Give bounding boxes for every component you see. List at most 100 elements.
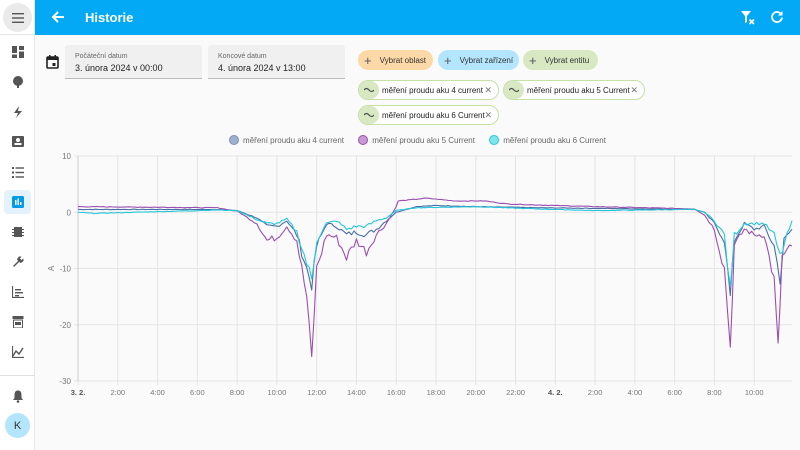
choose-device-label: Vybrat zařízení	[459, 55, 514, 65]
x-tick-label: 4:00	[150, 388, 165, 397]
page-title: Historie	[85, 10, 134, 25]
y-tick-label: -30	[59, 377, 71, 386]
plus-icon: +	[529, 52, 537, 68]
choose-entity-button[interactable]: + Vybrat entitu	[523, 50, 598, 70]
x-tick-label: 8:00	[707, 388, 722, 397]
x-tick-label: 20:00	[466, 388, 485, 397]
y-axis-label: A	[47, 265, 56, 271]
close-icon[interactable]: ✕	[630, 84, 638, 95]
sidebar-item-statistics[interactable]	[4, 340, 31, 364]
choose-area-label: Vybrat oblast	[379, 55, 426, 65]
legend-item[interactable]: měření proudu aku 5 Current	[358, 135, 475, 145]
divider	[0, 34, 35, 35]
current-ac-icon	[359, 81, 379, 99]
store-icon	[12, 316, 23, 328]
app-header: Historie	[35, 0, 800, 35]
legend-label: měření proudu aku 6 Current	[503, 135, 606, 145]
entity-chip-label: měření proudu aku 5 Current	[527, 85, 630, 95]
sidebar-item-developer-tools[interactable]	[4, 250, 31, 274]
x-tick-label: 10:00	[267, 388, 286, 397]
end-date-value: 4. února 2024 v 13:00	[218, 63, 306, 73]
sidebar-item-store[interactable]	[4, 310, 31, 334]
close-icon[interactable]: ✕	[484, 109, 492, 120]
start-date-value: 3. února 2024 v 00:00	[75, 63, 163, 73]
entity-chip[interactable]: měření proudu aku 6 Current ✕	[358, 105, 499, 125]
arrow-left-icon[interactable]	[51, 10, 65, 24]
entity-chip-label: měření proudu aku 6 Current	[382, 110, 485, 120]
bell-icon	[12, 390, 23, 403]
y-tick-label: -20	[59, 321, 71, 330]
current-ac-icon	[504, 81, 524, 99]
chart-legend: měření proudu aku 4 current měření proud…	[0, 135, 800, 147]
entity-chip[interactable]: měření proudu aku 4 current ✕	[358, 80, 499, 100]
sidebar-item-history[interactable]	[4, 190, 31, 214]
refresh-icon[interactable]	[770, 10, 784, 24]
x-tick-label: 4:00	[628, 388, 643, 397]
plus-icon: +	[364, 52, 372, 68]
chart-box-icon	[11, 196, 24, 208]
sidebar-item-integrations[interactable]	[4, 220, 31, 244]
x-tick-label: 2:00	[110, 388, 125, 397]
end-date-label: Koncové datum	[218, 53, 267, 60]
menu-button[interactable]	[3, 3, 32, 32]
sidebar-item-energy[interactable]	[4, 100, 31, 124]
series-line-6	[77, 206, 793, 287]
x-tick-label: 3. 2.	[71, 388, 86, 397]
y-tick-label: 10	[62, 152, 71, 161]
y-tick-label: -10	[59, 265, 71, 274]
lightning-icon	[13, 106, 22, 118]
current-ac-icon	[359, 106, 379, 124]
calendar-icon[interactable]	[46, 55, 59, 69]
close-icon[interactable]: ✕	[484, 84, 492, 95]
x-tick-label: 18:00	[427, 388, 446, 397]
chip-icon	[11, 227, 24, 237]
start-date-label: Počáteční datum	[75, 53, 128, 60]
history-chart[interactable]: 10 0 -10 -20 -303. 2. 2:00 4:00 6:00 8:00 10:00 12…	[40, 150, 800, 410]
x-tick-label: 6:00	[190, 388, 205, 397]
sidebar: K	[0, 0, 35, 450]
legend-label: měření proudu aku 5 Current	[372, 135, 475, 145]
x-tick-label: 14:00	[347, 388, 366, 397]
wrench-icon	[12, 256, 23, 267]
choose-area-button[interactable]: + Vybrat oblast	[358, 50, 433, 70]
legend-item[interactable]: měření proudu aku 4 current	[229, 135, 344, 145]
legend-item[interactable]: měření proudu aku 6 Current	[489, 135, 606, 145]
choose-entity-label: Vybrat entitu	[544, 55, 590, 65]
sidebar-item-media[interactable]	[4, 280, 31, 304]
sidebar-item-dashboard[interactable]	[4, 40, 31, 64]
dashboard-icon	[11, 46, 24, 58]
choose-device-button[interactable]: + Vybrat zařízení	[438, 50, 519, 70]
menu-icon	[11, 12, 24, 23]
legend-dot	[229, 135, 240, 145]
entity-chip-label: měření proudu aku 4 current	[382, 85, 483, 95]
x-tick-label: 6:00	[667, 388, 682, 397]
x-tick-label: 22:00	[506, 388, 525, 397]
chart-gantt-icon	[11, 286, 24, 298]
sidebar-item-logbook[interactable]	[4, 130, 31, 154]
series-line-5	[78, 197, 793, 358]
entity-chip[interactable]: měření proudu aku 5 Current ✕	[503, 80, 645, 100]
filter-remove-icon[interactable]	[741, 11, 755, 25]
end-date-field[interactable]: Koncové datum 4. února 2024 v 13:00	[208, 45, 345, 79]
legend-dot	[489, 135, 500, 145]
sidebar-item-map[interactable]	[4, 70, 31, 94]
legend-dot	[358, 135, 369, 145]
x-tick-label: 2:00	[588, 388, 603, 397]
divider	[0, 375, 35, 376]
chart-areaspline-icon	[11, 346, 24, 358]
legend-label: měření proudu aku 4 current	[243, 135, 344, 145]
account-box-icon	[11, 136, 24, 147]
series-line-4	[78, 204, 793, 297]
x-tick-label: 8:00	[230, 388, 245, 397]
x-tick-label: 16:00	[387, 388, 406, 397]
list-icon	[11, 166, 24, 178]
notifications-button[interactable]	[4, 384, 31, 408]
x-tick-label: 12:00	[307, 388, 326, 397]
sidebar-item-todo[interactable]	[4, 160, 31, 184]
map-icon	[12, 76, 23, 88]
x-tick-label: 10:00	[745, 388, 764, 397]
plus-icon: +	[444, 52, 452, 68]
avatar[interactable]: K	[5, 413, 30, 438]
start-date-field[interactable]: Počáteční datum 3. února 2024 v 00:00	[65, 45, 202, 79]
y-tick-label: 0	[67, 208, 72, 217]
